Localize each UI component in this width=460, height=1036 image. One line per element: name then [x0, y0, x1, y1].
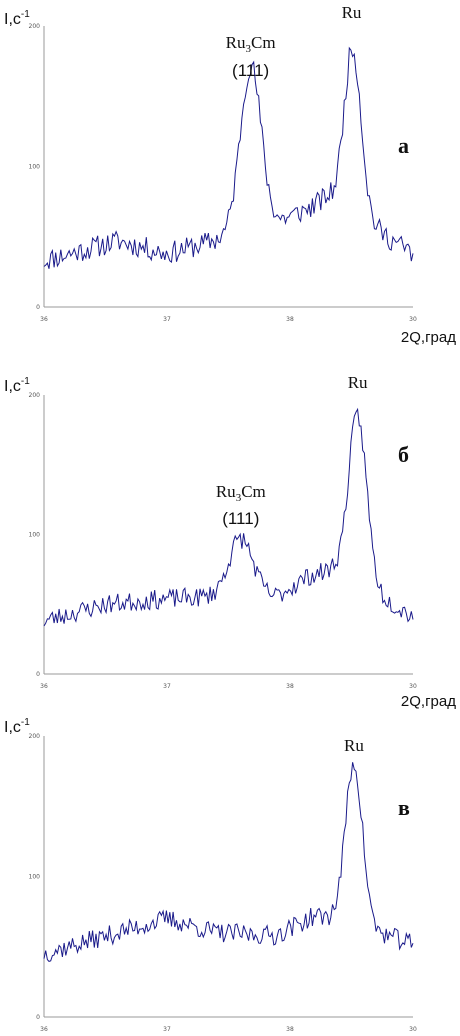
y-tick-label: 100 — [29, 532, 41, 539]
x-tick-label: 36 — [40, 683, 48, 690]
x-tick-label: 38 — [286, 683, 294, 690]
y-tick-label: 0 — [36, 304, 40, 311]
x-tick-label: 36 — [40, 316, 48, 323]
panel-label: б — [398, 442, 409, 467]
diffraction-curve — [43, 407, 414, 627]
x-tick-label: 37 — [163, 1026, 171, 1033]
peak-label: Ru3Cm — [226, 33, 276, 55]
y-tick-label: 200 — [29, 733, 41, 740]
chart-panel-1: 0 100 200 36 37 38 30 I,c-1 2Q,град а Ru3Cm (111) Ru — [4, 3, 456, 346]
x-tick-label: 37 — [163, 683, 171, 690]
x-tick-label: 36 — [40, 1026, 48, 1033]
y-tick-label: 0 — [36, 671, 40, 678]
panel-label: в — [398, 795, 410, 820]
y-axis-label: I,c-1 — [4, 9, 30, 28]
miller-index-label: (111) — [222, 509, 259, 528]
peak-label: Ru3Cm — [216, 482, 266, 504]
y-tick-label: 200 — [29, 23, 41, 30]
y-tick-label: 100 — [29, 164, 41, 171]
peak-label: Ru — [348, 373, 368, 392]
chart-panel-2: 0 100 200 36 37 38 30 I,c-1 2Q,град б Ru3Cm (111) Ru — [4, 373, 456, 710]
miller-index-label: (111) — [232, 61, 269, 80]
diffraction-curve — [43, 762, 414, 962]
y-axis-label: I,c-1 — [4, 376, 30, 395]
x-tick-label: 30 — [409, 1026, 417, 1033]
diffraction-curve — [43, 46, 414, 269]
peak-label: Ru — [342, 3, 362, 22]
panel-label: а — [398, 133, 409, 158]
x-tick-label: 38 — [286, 316, 294, 323]
x-tick-label: 30 — [409, 316, 417, 323]
x-tick-label: 30 — [409, 683, 417, 690]
x-tick-label: 37 — [163, 316, 171, 323]
chart-panel-3: 0 100 200 36 37 38 30 I,c-1 в Ru — [4, 717, 417, 1033]
x-tick-label: 38 — [286, 1026, 294, 1033]
y-tick-label: 200 — [29, 392, 41, 399]
y-tick-label: 0 — [36, 1014, 40, 1021]
y-tick-label: 100 — [29, 874, 41, 881]
x-axis-label: 2Q,град — [401, 329, 456, 346]
y-axis-label: I,c-1 — [4, 717, 30, 736]
peak-label: Ru — [344, 736, 364, 755]
x-axis-label: 2Q,град — [401, 693, 456, 710]
